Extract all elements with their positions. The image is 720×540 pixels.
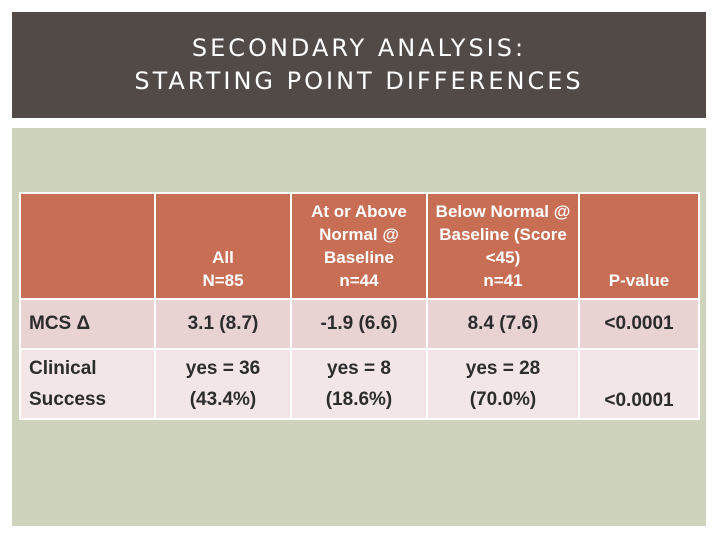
header-line: At or Above bbox=[311, 202, 407, 221]
header-cell-below-normal: Below Normal @ Baseline (Score <45) n=41 bbox=[426, 192, 580, 300]
table-row-clinical-success: Clinical Success yes = 36 (43.4%) yes = … bbox=[19, 348, 700, 420]
header-line: Below Normal @ bbox=[435, 202, 571, 221]
table-cell: <0.0001 bbox=[578, 298, 700, 350]
row-label-text: Clinical bbox=[29, 358, 97, 379]
table-cell: 3.1 (8.7) bbox=[154, 298, 292, 350]
header-line: <45) bbox=[485, 248, 521, 267]
row-label-text: MCS Δ bbox=[29, 313, 91, 334]
cell-text: -1.9 (6.6) bbox=[320, 313, 398, 334]
cell-text: (18.6%) bbox=[325, 389, 393, 410]
table-cell: yes = 8 (18.6%) bbox=[290, 348, 428, 420]
cell-text: 8.4 (7.6) bbox=[467, 313, 539, 334]
cell-text: yes = 36 bbox=[185, 358, 261, 379]
header-line: P-value bbox=[608, 271, 670, 290]
row-label-mcs: MCS Δ bbox=[19, 298, 156, 350]
slide-title-line-1: SECONDARY ANALYSIS: bbox=[191, 34, 527, 62]
slide-title-line-2: STARTING POINT DIFFERENCES bbox=[134, 67, 584, 95]
header-line: Baseline (Score bbox=[439, 225, 567, 244]
header-line: n=44 bbox=[339, 271, 379, 290]
cell-text: <0.0001 bbox=[604, 390, 674, 411]
row-label-clinical-success: Clinical Success bbox=[19, 348, 156, 420]
header-line: Baseline bbox=[324, 248, 394, 267]
table-row-mcs: MCS Δ 3.1 (8.7) -1.9 (6.6) 8.4 (7.6) <0.… bbox=[19, 298, 700, 350]
table-cell: 8.4 (7.6) bbox=[426, 298, 580, 350]
header-line: Normal @ bbox=[319, 225, 399, 244]
title-bar: SECONDARY ANALYSIS: STARTING POINT DIFFE… bbox=[12, 12, 706, 118]
table-header-row: All N=85 At or Above Normal @ Baseline n… bbox=[19, 192, 700, 300]
results-table: All N=85 At or Above Normal @ Baseline n… bbox=[19, 192, 700, 420]
header-cell-all: All N=85 bbox=[154, 192, 292, 300]
header-cell-p-value: P-value bbox=[578, 192, 700, 300]
table-cell: yes = 28 (70.0%) bbox=[426, 348, 580, 420]
row-label-text: Success bbox=[29, 389, 107, 410]
cell-text: (70.0%) bbox=[469, 389, 537, 410]
cell-text: yes = 28 bbox=[465, 358, 541, 379]
header-cell-empty bbox=[19, 192, 156, 300]
table-cell: -1.9 (6.6) bbox=[290, 298, 428, 350]
table-cell: <0.0001 bbox=[578, 348, 700, 420]
table-cell: yes = 36 (43.4%) bbox=[154, 348, 292, 420]
cell-text: <0.0001 bbox=[604, 313, 674, 334]
header-line: All bbox=[212, 248, 234, 267]
header-line: n=41 bbox=[483, 271, 523, 290]
header-line: N=85 bbox=[202, 271, 244, 290]
cell-text: yes = 8 bbox=[327, 358, 391, 379]
header-cell-at-or-above: At or Above Normal @ Baseline n=44 bbox=[290, 192, 428, 300]
cell-text: 3.1 (8.7) bbox=[187, 313, 259, 334]
cell-text: (43.4%) bbox=[189, 389, 257, 410]
